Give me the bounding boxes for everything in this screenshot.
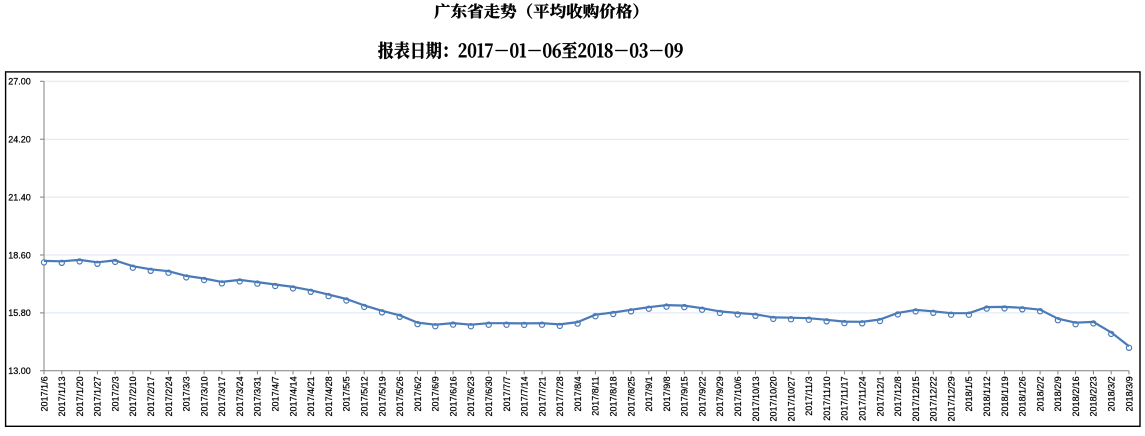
svg-text:2017/7/7: 2017/7/7 [502, 376, 512, 411]
svg-text:2017/4/7: 2017/4/7 [271, 376, 281, 411]
svg-text:2018/1/5: 2018/1/5 [964, 376, 974, 411]
svg-text:2017/12/1: 2017/12/1 [875, 376, 885, 416]
svg-text:2017/6/23: 2017/6/23 [466, 376, 476, 416]
svg-text:2017/9/15: 2017/9/15 [680, 376, 690, 416]
svg-text:2018/3/9: 2018/3/9 [1124, 376, 1134, 411]
svg-text:2017/12/22: 2017/12/22 [929, 376, 939, 421]
svg-text:2017/6/9: 2017/6/9 [431, 376, 441, 411]
svg-text:2017/5/5: 2017/5/5 [342, 376, 352, 411]
svg-text:2017/5/19: 2017/5/19 [377, 376, 387, 416]
svg-text:2017/6/16: 2017/6/16 [448, 376, 458, 416]
svg-text:2017/4/14: 2017/4/14 [288, 376, 298, 416]
svg-text:2017/1/13: 2017/1/13 [57, 376, 67, 416]
svg-text:2017/3/10: 2017/3/10 [199, 376, 209, 416]
svg-text:24.20: 24.20 [8, 135, 31, 145]
svg-text:2017/1/6: 2017/1/6 [39, 376, 49, 411]
svg-text:13.00: 13.00 [8, 366, 31, 376]
svg-text:2017/9/8: 2017/9/8 [662, 376, 672, 411]
svg-text:2017/8/11: 2017/8/11 [591, 376, 601, 415]
svg-text:2017/2/3: 2017/2/3 [110, 376, 120, 411]
svg-text:2017/12/15: 2017/12/15 [911, 376, 921, 421]
svg-text:2018/2/23: 2018/2/23 [1089, 376, 1099, 416]
svg-text:2017/8/18: 2017/8/18 [609, 376, 619, 416]
svg-text:2017/1/20: 2017/1/20 [75, 376, 85, 416]
svg-text:18.60: 18.60 [8, 250, 31, 260]
svg-text:2017/11/10: 2017/11/10 [822, 376, 832, 420]
svg-text:2017/5/26: 2017/5/26 [395, 376, 405, 416]
svg-text:2017/2/24: 2017/2/24 [164, 376, 174, 416]
svg-text:2017/3/3: 2017/3/3 [182, 376, 192, 411]
svg-text:2017/5/12: 2017/5/12 [360, 376, 370, 416]
svg-text:2018/1/26: 2018/1/26 [1018, 376, 1028, 416]
svg-text:2017/11/17: 2017/11/17 [840, 376, 850, 420]
svg-text:27.00: 27.00 [8, 77, 31, 87]
svg-text:2017/8/25: 2017/8/25 [626, 376, 636, 416]
svg-text:2017/3/17: 2017/3/17 [217, 376, 227, 416]
svg-text:2017/6/30: 2017/6/30 [484, 376, 494, 416]
svg-text:2017/2/17: 2017/2/17 [146, 376, 156, 416]
svg-text:2017/3/31: 2017/3/31 [253, 376, 263, 416]
svg-text:2017/7/14: 2017/7/14 [520, 376, 530, 416]
svg-text:2017/9/22: 2017/9/22 [697, 376, 707, 416]
svg-text:2018/1/12: 2018/1/12 [982, 376, 992, 416]
svg-text:2018/2/2: 2018/2/2 [1035, 376, 1045, 411]
svg-text:2018/2/16: 2018/2/16 [1071, 376, 1081, 416]
svg-text:2017/12/8: 2017/12/8 [893, 376, 903, 416]
svg-text:2017/4/28: 2017/4/28 [324, 376, 334, 416]
svg-text:2017/4/21: 2017/4/21 [306, 376, 316, 416]
svg-text:21.40: 21.40 [8, 192, 31, 202]
svg-text:2017/8/4: 2017/8/4 [573, 376, 583, 411]
svg-text:2017/3/24: 2017/3/24 [235, 376, 245, 416]
svg-text:2017/1/27: 2017/1/27 [93, 376, 103, 416]
svg-text:2018/3/2: 2018/3/2 [1107, 376, 1117, 411]
svg-text:2017/6/2: 2017/6/2 [413, 376, 423, 411]
svg-text:15.80: 15.80 [8, 308, 31, 318]
svg-text:2017/7/21: 2017/7/21 [537, 376, 547, 416]
svg-text:2017/10/13: 2017/10/13 [751, 376, 761, 421]
svg-text:2017/10/27: 2017/10/27 [786, 376, 796, 421]
svg-text:2017/10/20: 2017/10/20 [769, 376, 779, 421]
svg-text:2017/11/24: 2017/11/24 [858, 376, 868, 420]
svg-text:2017/9/29: 2017/9/29 [715, 376, 725, 416]
svg-text:2017/2/10: 2017/2/10 [128, 376, 138, 416]
svg-text:2017/11/3: 2017/11/3 [804, 376, 814, 415]
svg-text:2018/2/9: 2018/2/9 [1053, 376, 1063, 411]
svg-text:2017/12/29: 2017/12/29 [946, 376, 956, 421]
svg-text:2017/7/28: 2017/7/28 [555, 376, 565, 416]
svg-text:2017/9/1: 2017/9/1 [644, 376, 654, 411]
svg-text:2017/10/6: 2017/10/6 [733, 376, 743, 416]
svg-text:2018/1/19: 2018/1/19 [1000, 376, 1010, 416]
